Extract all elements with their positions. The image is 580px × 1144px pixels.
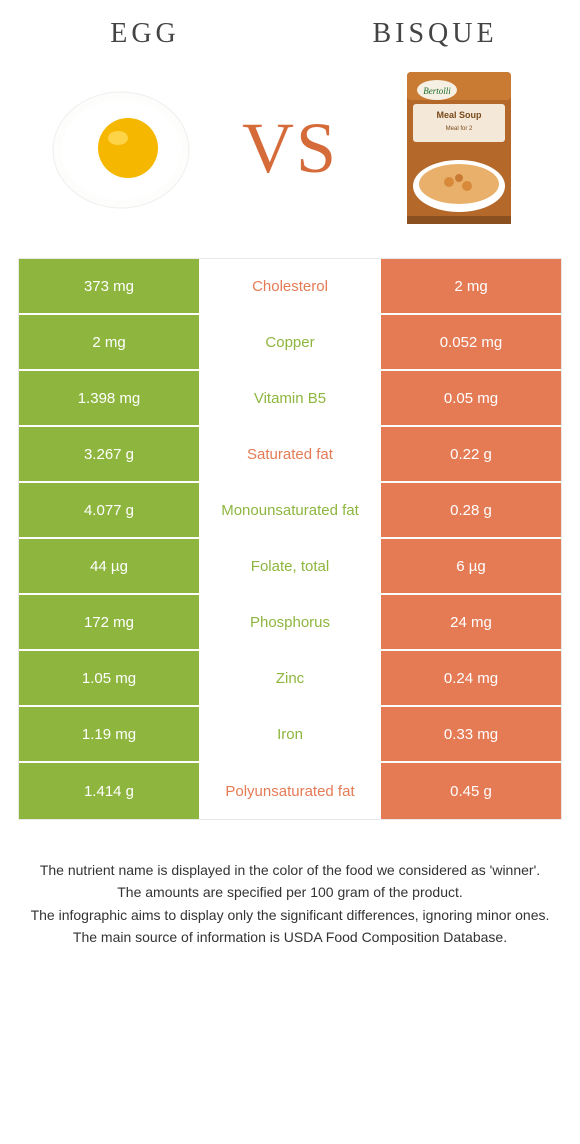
table-row: 3.267 gSaturated fat0.22 g — [19, 427, 561, 483]
table-row: 2 mgCopper0.052 mg — [19, 315, 561, 371]
left-value: 3.267 g — [19, 427, 199, 481]
right-value: 0.05 mg — [381, 371, 561, 425]
table-row: 1.05 mgZinc0.24 mg — [19, 651, 561, 707]
right-value: 24 mg — [381, 595, 561, 649]
right-value: 0.22 g — [381, 427, 561, 481]
left-value: 1.398 mg — [19, 371, 199, 425]
table-row: 44 µgFolate, total6 µg — [19, 539, 561, 595]
svg-text:Meal for 2: Meal for 2 — [446, 126, 473, 132]
footer-line: The nutrient name is displayed in the co… — [28, 860, 552, 880]
footer-notes: The nutrient name is displayed in the co… — [0, 820, 580, 947]
table-row: 1.19 mgIron0.33 mg — [19, 707, 561, 763]
nutrient-label: Polyunsaturated fat — [199, 763, 381, 819]
footer-line: The main source of information is USDA F… — [28, 927, 552, 947]
right-value: 2 mg — [381, 259, 561, 313]
right-title: BISQUE — [290, 18, 580, 50]
table-row: 1.398 mgVitamin B50.05 mg — [19, 371, 561, 427]
left-value: 1.19 mg — [19, 707, 199, 761]
egg-image — [41, 68, 201, 228]
table-row: 172 mgPhosphorus24 mg — [19, 595, 561, 651]
left-value: 44 µg — [19, 539, 199, 593]
right-value: 0.052 mg — [381, 315, 561, 369]
bisque-image: Bertolli Meal Soup Meal for 2 — [379, 68, 539, 228]
left-value: 4.077 g — [19, 483, 199, 537]
footer-line: The infographic aims to display only the… — [28, 905, 552, 925]
nutrient-label: Copper — [199, 315, 381, 369]
header: EGG BISQUE — [0, 0, 580, 58]
images-row: VS Bertolli Meal Soup Meal for 2 — [0, 58, 580, 258]
right-value: 0.45 g — [381, 763, 561, 819]
left-value: 1.414 g — [19, 763, 199, 819]
nutrient-label: Phosphorus — [199, 595, 381, 649]
table-row: 373 mgCholesterol2 mg — [19, 259, 561, 315]
table-row: 1.414 gPolyunsaturated fat0.45 g — [19, 763, 561, 819]
nutrient-label: Folate, total — [199, 539, 381, 593]
nutrient-label: Saturated fat — [199, 427, 381, 481]
svg-text:Bertolli: Bertolli — [424, 86, 452, 96]
right-value: 6 µg — [381, 539, 561, 593]
footer-line: The amounts are specified per 100 gram o… — [28, 882, 552, 902]
nutrient-label: Iron — [199, 707, 381, 761]
left-value: 1.05 mg — [19, 651, 199, 705]
left-value: 172 mg — [19, 595, 199, 649]
fried-egg-icon — [46, 78, 196, 218]
right-value: 0.24 mg — [381, 651, 561, 705]
soup-box-icon: Bertolli Meal Soup Meal for 2 — [399, 68, 519, 228]
left-value: 373 mg — [19, 259, 199, 313]
table-row: 4.077 gMonounsaturated fat0.28 g — [19, 483, 561, 539]
svg-text:Meal Soup: Meal Soup — [437, 110, 483, 120]
nutrient-label: Vitamin B5 — [199, 371, 381, 425]
vs-label: VS — [242, 107, 338, 190]
right-value: 0.28 g — [381, 483, 561, 537]
nutrient-label: Monounsaturated fat — [199, 483, 381, 537]
nutrient-label: Cholesterol — [199, 259, 381, 313]
left-title: EGG — [0, 18, 290, 50]
nutrient-label: Zinc — [199, 651, 381, 705]
left-value: 2 mg — [19, 315, 199, 369]
comparison-table: 373 mgCholesterol2 mg2 mgCopper0.052 mg1… — [18, 258, 562, 820]
right-value: 0.33 mg — [381, 707, 561, 761]
